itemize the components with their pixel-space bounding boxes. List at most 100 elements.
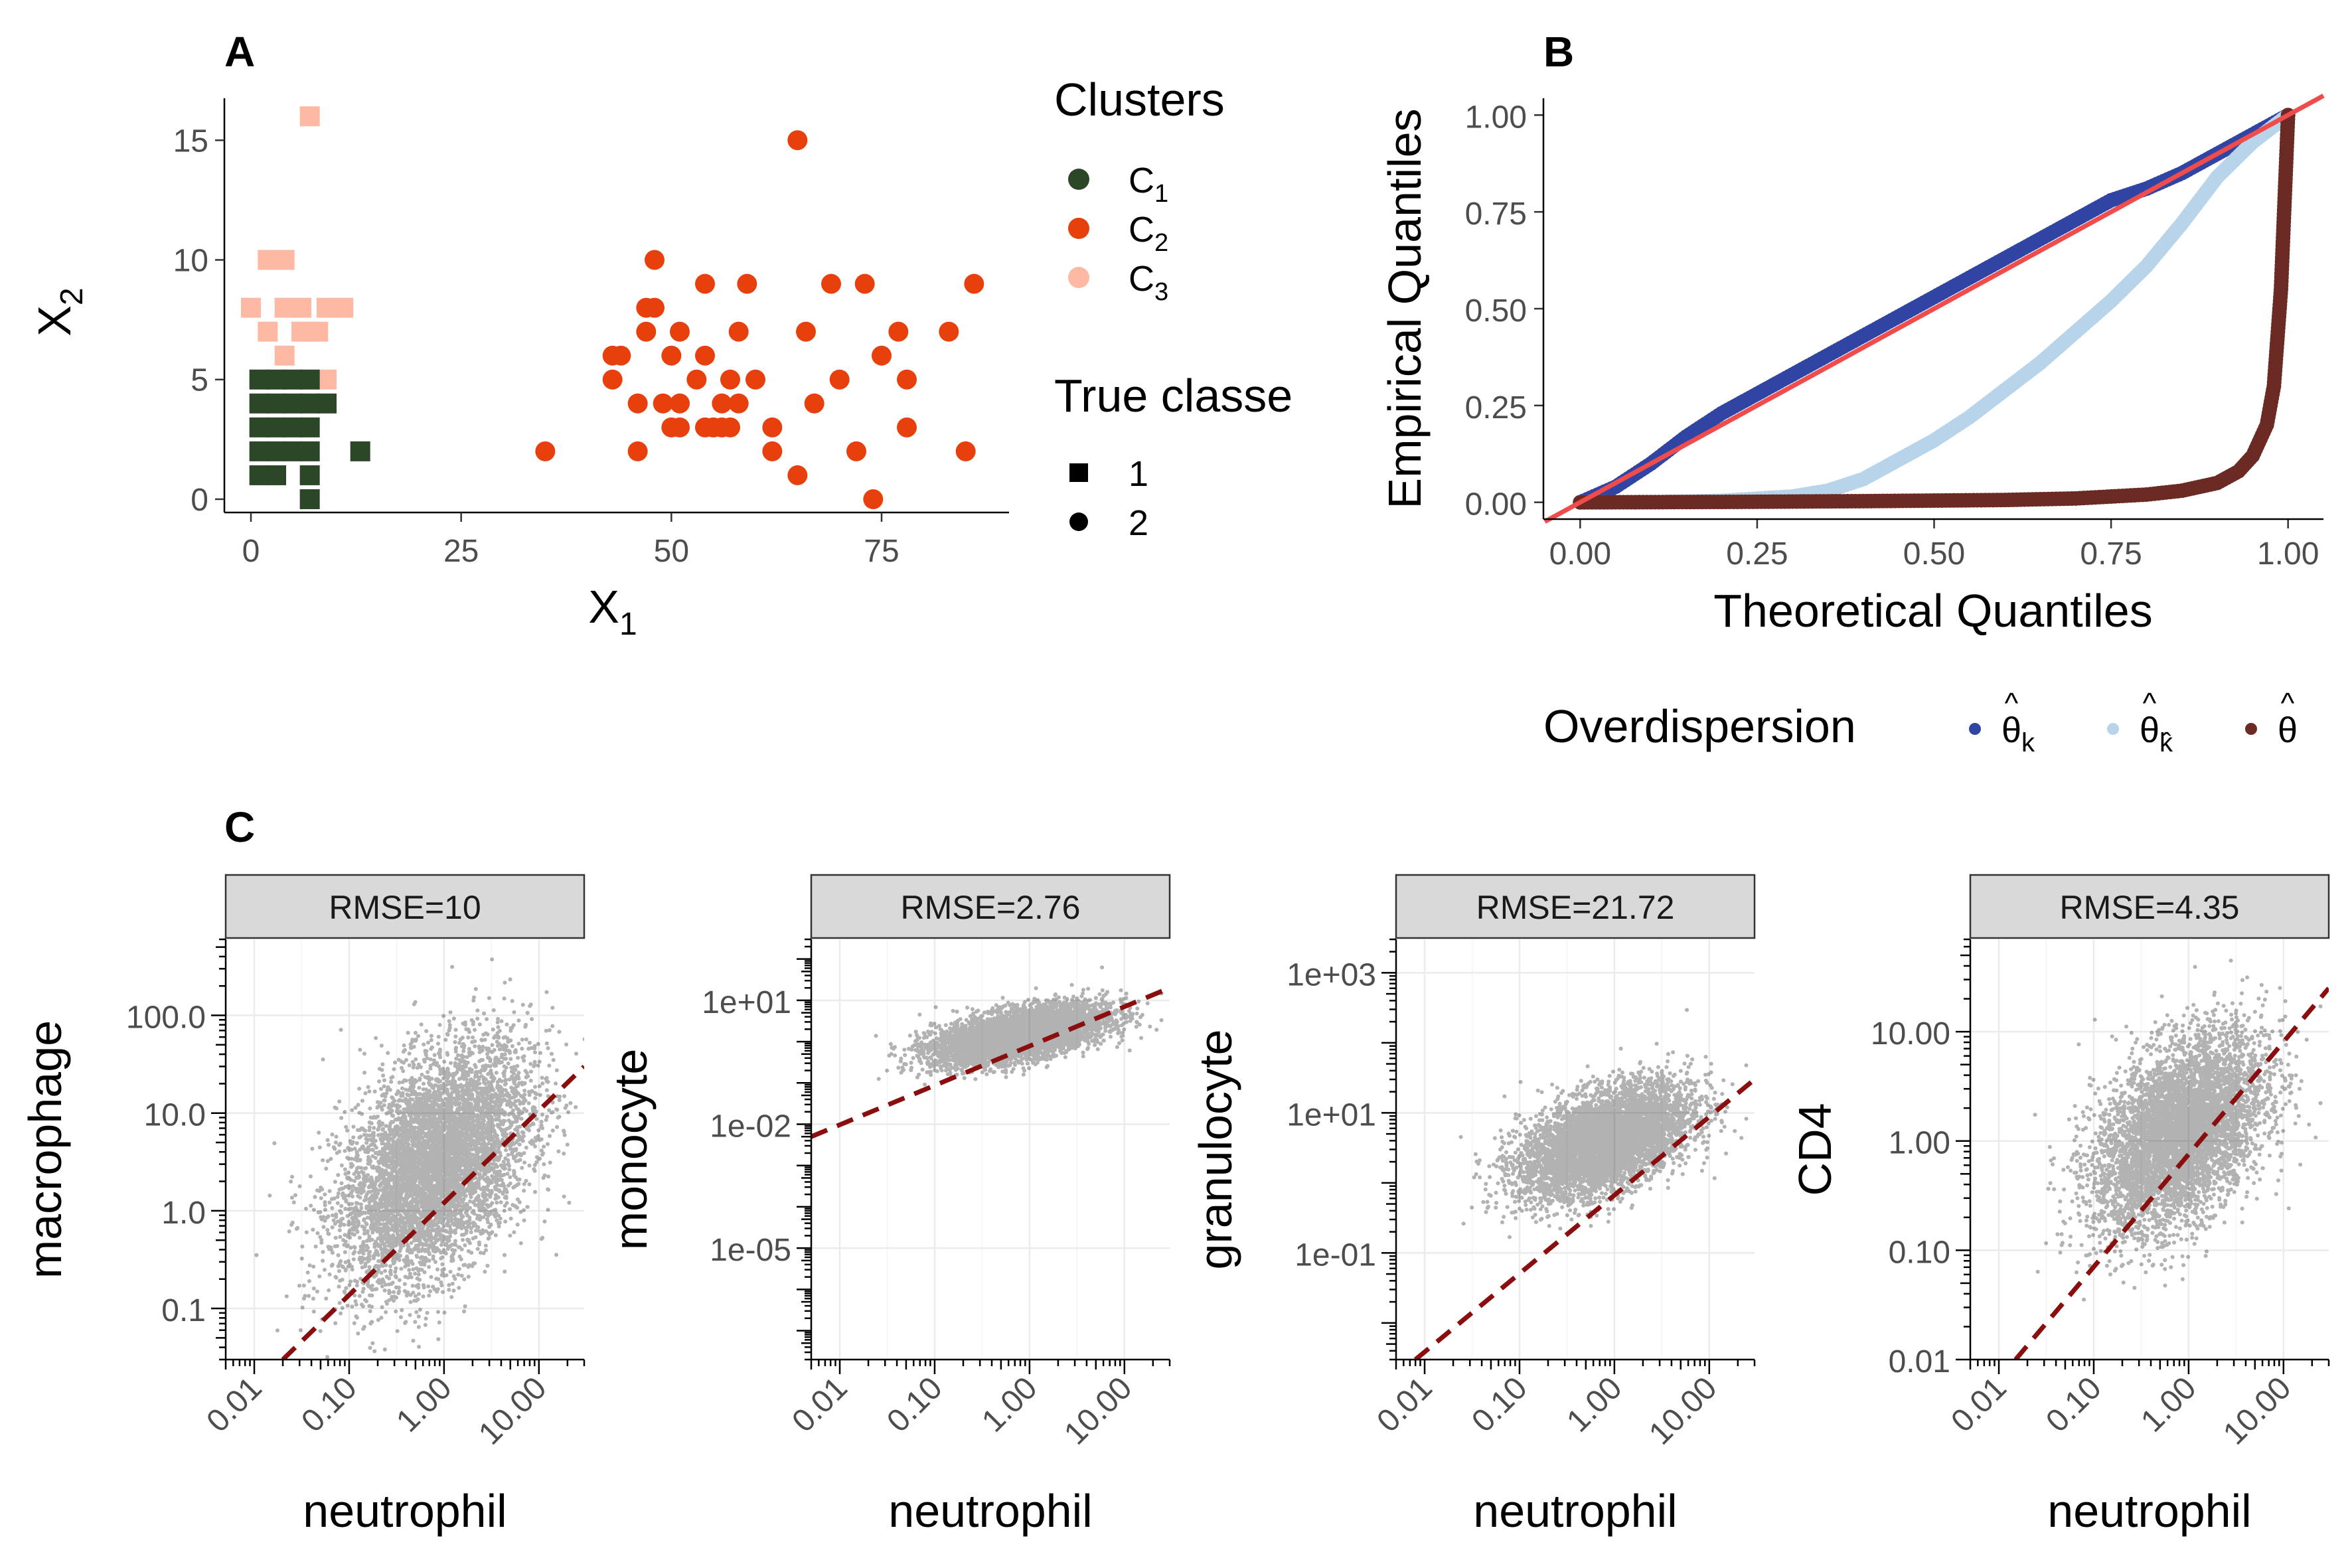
legend-overdispersion-label: θk [2001, 710, 2035, 757]
facet-strip [1969, 874, 2330, 939]
facet-y-tick-label: 0.1 [161, 1293, 206, 1328]
facet-y-tick-label: 1.0 [161, 1196, 206, 1231]
panel-a-y-tick-label: 15 [173, 123, 208, 159]
facet-x-title: neutrophil [2047, 1485, 2251, 1537]
facet-y-tick-label: 10.00 [1871, 1016, 1950, 1052]
panel-a-point-circle [897, 417, 917, 437]
panel-a-points [241, 106, 984, 509]
qq-reference-line [1543, 94, 2325, 524]
facet-x-tick-label: 0.10 [880, 1370, 949, 1439]
facet-scatter-points [1458, 1008, 1749, 1239]
panel-a-point-square [249, 417, 270, 437]
legend-class-label: 2 [1129, 503, 1148, 543]
panel-a-point-circle [863, 489, 884, 509]
facet-strip [810, 874, 1171, 939]
facet-y-tick-label: 1.00 [1889, 1126, 1950, 1161]
facet-grid [1396, 939, 1755, 1360]
facet-y-title: macrophage [19, 1020, 71, 1279]
panel-b-y-title: Empirical Quantiles [1379, 109, 1431, 509]
panel-b-ticks: 0.00 0.25 0.50 0.75 1.00 0.00 0.25 0.50 0.75 1.00 [1465, 100, 2319, 572]
panel-a-point-circle [737, 274, 757, 294]
panel-a-point-circle [720, 369, 740, 390]
facet-x-title: neutrophil [1473, 1485, 1677, 1537]
qq-series-theta [1573, 108, 2296, 510]
legend-cluster-label: C3 [1129, 259, 1168, 306]
panel-a-point-square [249, 441, 270, 461]
panel-a-point-circle [888, 321, 909, 342]
facet-strip [1395, 874, 1756, 939]
facet-x-tick-label: 0.10 [295, 1370, 364, 1439]
legend-class-square [1069, 463, 1088, 482]
facet-grid [1970, 939, 2329, 1360]
panel-b-x-tick-label: 0.50 [1903, 536, 1965, 572]
facet-dashed-line [2013, 986, 2329, 1360]
facet-x-tick-label: 0.10 [1465, 1370, 1534, 1439]
panel-b-y-tick-label: 0.50 [1465, 293, 1527, 329]
facet-dashed-line [811, 985, 1170, 1139]
panel-a-point-circle [728, 393, 749, 414]
facet-strip-label: RMSE=2.76 [901, 889, 1081, 926]
panel-a-point-circle [939, 321, 959, 342]
facet-y-tick-label: 1e+01 [1287, 1097, 1376, 1133]
facet-y-tick-label: 1e-02 [710, 1109, 791, 1144]
panel-a-x-title: X1 [588, 581, 637, 642]
panel-a-point-circle [627, 393, 648, 414]
legend-overdispersion-entries: θk^θk̂^θ^ [1969, 687, 2298, 757]
facet-strip-label: RMSE=4.35 [2060, 889, 2240, 926]
panel-a-x-tick-label: 25 [443, 534, 479, 569]
facet-y-tick-label: 1e-05 [710, 1233, 791, 1268]
panel-a-point-circle [720, 417, 740, 437]
legend-classes: 12 [1069, 454, 1148, 543]
panel-a-point-square [333, 297, 354, 318]
panel-a-point-circle [602, 369, 623, 390]
panel-b-x-title: Theoretical Quantiles [1713, 585, 2152, 637]
panel-tag-a: A [224, 28, 255, 76]
facet-x-tick-label: 1.00 [975, 1370, 1044, 1439]
panel-a-point-square [266, 465, 286, 485]
panel-tag-c: C [224, 803, 255, 851]
panel-a-point-square [299, 417, 320, 437]
panel-a-point-circle [846, 441, 866, 461]
panel-a-point-circle [728, 321, 749, 342]
facet-x-tick-label: 1.00 [390, 1370, 459, 1439]
panel-a-point-square [291, 297, 311, 318]
facet-y-tick-label: 0.10 [1889, 1235, 1950, 1270]
facet-scatter-points [874, 965, 1164, 1087]
facet-x-tick-label: 10.00 [472, 1370, 553, 1451]
facet-points [2033, 959, 2323, 1302]
legend-cluster-key [1068, 169, 1089, 190]
panel-b-x-tick-label: 0.25 [1726, 536, 1788, 572]
legend-class-circle [1069, 512, 1088, 531]
legend-overdispersion-key [2245, 723, 2257, 735]
panel-b-legend: Overdispersion θk^θk̂^θ^ [1543, 687, 2298, 757]
panel-a-point-square [299, 441, 320, 461]
panel-b-y-tick-label: 0.00 [1465, 487, 1527, 522]
panel-a-point-circle [686, 369, 707, 390]
facet-x-tick-label: 0.01 [1370, 1370, 1439, 1439]
legend-cluster-key [1068, 218, 1089, 239]
panel-a-point-square [249, 369, 270, 390]
facet-scatter-points [254, 957, 584, 1360]
facet-x-tick-label: 0.01 [1944, 1370, 2013, 1439]
panel-a-point-circle [955, 441, 976, 461]
panel-a-y-tick-label: 0 [191, 483, 208, 518]
panel-a-point-circle [636, 321, 657, 342]
panel-a-point-square [299, 489, 320, 509]
panel-a-point-circle [645, 297, 665, 318]
panel-a-point-square [299, 465, 320, 485]
panel-a-x-tick-label: 0 [242, 534, 260, 569]
facet-dashed-line [281, 1064, 584, 1360]
facet-x-tick-label: 0.01 [785, 1370, 854, 1439]
facet-3: RMSE=21.72 0.01 0.10 1.00 10.00 1e-01 1e+01 1e+… [1190, 874, 1756, 1537]
facet-points [1458, 1008, 1749, 1239]
panel-a-point-square [299, 369, 320, 390]
panel-a-point-square [266, 369, 286, 390]
legend-overdispersion-key [2107, 723, 2119, 735]
facet-y-tick-label: 1e+01 [702, 985, 791, 1020]
legend-hat-mark: ^ [2281, 687, 2295, 720]
panel-a-point-circle [897, 369, 917, 390]
panel-a-y-tick-label: 10 [173, 244, 208, 279]
panel-a-point-circle [712, 393, 732, 414]
